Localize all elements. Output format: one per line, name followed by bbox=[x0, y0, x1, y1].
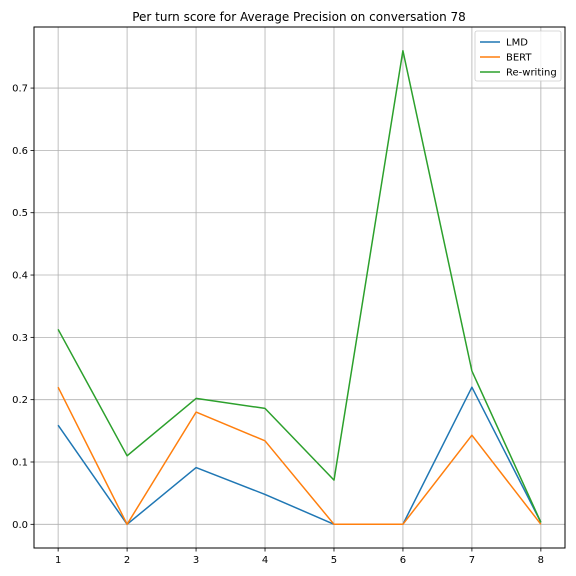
y-tick-label: 0.4 bbox=[12, 271, 28, 282]
y-tick-label: 0.6 bbox=[12, 146, 28, 157]
legend: LMD BERT Re-writing bbox=[474, 30, 562, 82]
x-tick-label: 2 bbox=[124, 555, 130, 566]
y-tick-label: 0.5 bbox=[12, 208, 28, 219]
x-tick-label: 6 bbox=[400, 555, 406, 566]
y-tick-label: 0.2 bbox=[12, 395, 28, 406]
y-tick-label: 0.3 bbox=[12, 333, 28, 344]
legend-box bbox=[474, 30, 562, 82]
chart-title: Per turn score for Average Precision on … bbox=[132, 10, 466, 24]
series-line-lmd bbox=[57, 386, 542, 526]
y-axis: 0.0 0.1 0.2 0.3 0.4 0.5 0.6 0.7 bbox=[12, 84, 34, 531]
plot-area-frame bbox=[33, 26, 566, 549]
y-tick-label: 0.1 bbox=[12, 457, 28, 468]
x-axis: 1 2 3 4 5 6 7 8 bbox=[55, 548, 544, 566]
series-lines bbox=[57, 49, 542, 526]
series-line-re-writing bbox=[57, 49, 542, 523]
x-tick-label: 3 bbox=[193, 555, 199, 566]
legend-label: BERT bbox=[506, 53, 532, 64]
y-tick-label: 0.7 bbox=[12, 84, 28, 95]
legend-label: Re-writing bbox=[506, 68, 557, 79]
x-tick-label: 1 bbox=[55, 555, 61, 566]
x-tick-label: 4 bbox=[262, 555, 268, 566]
x-tick-label: 5 bbox=[331, 555, 337, 566]
legend-label: LMD bbox=[506, 38, 528, 49]
y-tick-label: 0.0 bbox=[12, 520, 28, 531]
x-tick-label: 8 bbox=[538, 555, 544, 566]
series-line-bert bbox=[57, 386, 542, 526]
grid-lines bbox=[34, 27, 565, 548]
x-tick-label: 7 bbox=[469, 555, 475, 566]
